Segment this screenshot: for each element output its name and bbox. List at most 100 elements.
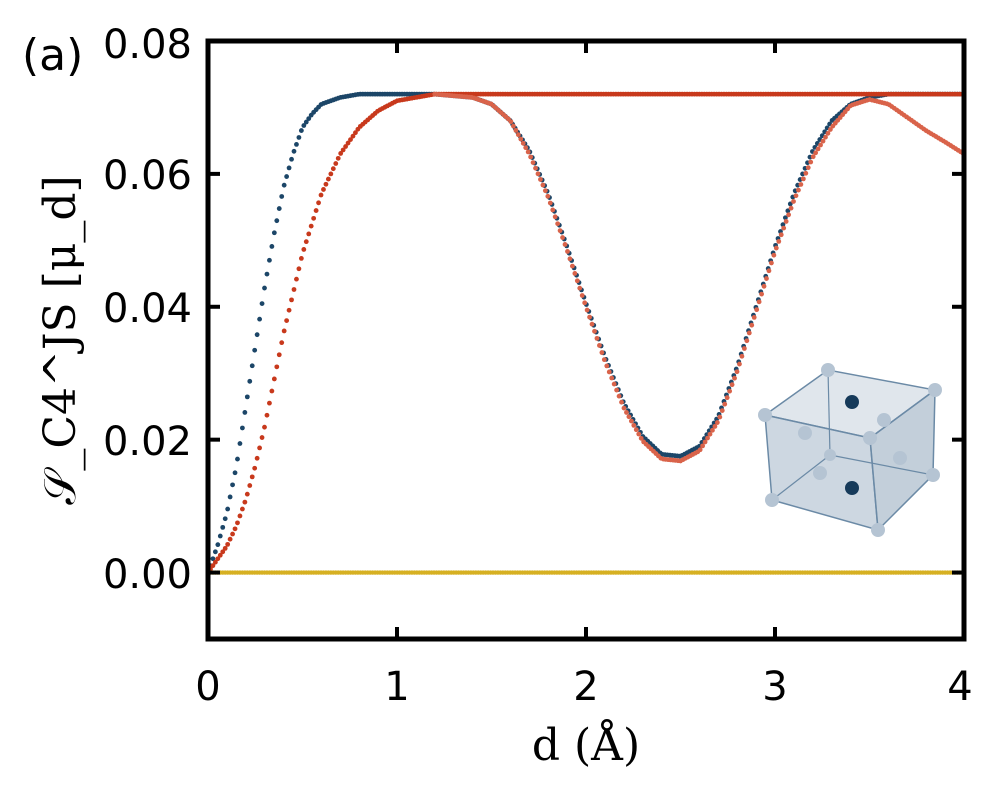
data-point (308, 223, 314, 229)
data-point (276, 206, 282, 211)
data-point (604, 363, 610, 369)
data-point (579, 293, 585, 298)
series-red (205, 91, 965, 575)
data-point (626, 414, 632, 420)
data-point (606, 369, 612, 375)
data-point (786, 212, 792, 218)
data-point (343, 144, 348, 149)
data-point (303, 119, 309, 125)
data-point (528, 154, 534, 160)
data-point (212, 559, 218, 565)
data-point (220, 524, 226, 530)
data-point (303, 239, 309, 245)
data-point (803, 170, 809, 176)
data-point (589, 321, 595, 327)
data-point (823, 134, 828, 140)
data-point (761, 283, 767, 289)
data-point (574, 278, 580, 284)
data-point (764, 276, 769, 281)
data-point (313, 208, 319, 213)
x-tick-label: 0 (195, 664, 220, 710)
data-point (227, 536, 233, 542)
data-point (724, 395, 730, 401)
data-point (525, 149, 531, 155)
data-point (306, 116, 312, 122)
data-point (338, 151, 344, 156)
data-point (714, 420, 720, 425)
data-point (279, 194, 285, 199)
data-point (705, 435, 710, 441)
data-point (222, 545, 228, 551)
data-point (249, 363, 255, 369)
data-point (227, 494, 233, 500)
data-point (220, 549, 226, 555)
data-point (240, 425, 245, 431)
data-point (520, 140, 526, 146)
data-point (240, 506, 245, 512)
data-point (269, 244, 275, 249)
data-point (776, 239, 782, 244)
data-point (325, 176, 331, 182)
data-point (254, 332, 260, 338)
data-point (592, 328, 597, 334)
data-point (813, 150, 819, 156)
data-point (294, 276, 299, 282)
data-point (244, 491, 250, 497)
data-point (567, 256, 573, 262)
data-point (242, 410, 248, 415)
data-point (518, 136, 524, 142)
x-tick-label: 1 (384, 664, 409, 710)
data-point (217, 533, 223, 539)
y-tick-label: 0.04 (103, 286, 192, 332)
data-point (230, 482, 235, 488)
plot-frame (205, 38, 967, 642)
data-point (798, 182, 804, 187)
data-point (562, 242, 568, 247)
y-tick-label: 0.06 (103, 153, 192, 199)
data-point (508, 119, 514, 125)
data-point (269, 388, 275, 394)
data-point (572, 271, 578, 276)
data-point (298, 128, 304, 133)
data-point (294, 141, 299, 147)
data-point (815, 146, 821, 152)
data-point (702, 439, 708, 445)
data-point (737, 361, 742, 367)
x-tick-labels: 0 1 2 3 4 (195, 664, 972, 710)
data-point (771, 252, 777, 258)
data-point (545, 193, 551, 199)
data-point (276, 352, 282, 358)
data-point (296, 135, 302, 140)
data-point (323, 181, 329, 187)
data-point (235, 456, 240, 462)
data-point (235, 520, 240, 526)
data-point (348, 137, 353, 143)
data-point (330, 166, 336, 172)
data-point (631, 422, 637, 428)
data-point (739, 353, 745, 359)
data-point (793, 193, 799, 199)
data-point (712, 424, 718, 429)
data-point (257, 445, 262, 451)
data-point (577, 285, 583, 291)
series-salmon (432, 91, 966, 464)
data-point (820, 138, 826, 144)
data-point (353, 130, 358, 136)
data-point (636, 431, 642, 437)
data-point (744, 338, 750, 344)
data-point (729, 382, 735, 388)
data-point (628, 418, 634, 424)
data-point (732, 375, 737, 381)
data-point (818, 142, 823, 148)
data-point (281, 328, 287, 334)
data-point (247, 378, 253, 384)
data-point (271, 230, 277, 236)
data-point (565, 249, 570, 254)
data-point (237, 513, 243, 519)
data-point (800, 176, 806, 182)
data-point (291, 287, 297, 292)
data-point (810, 154, 816, 160)
data-point (560, 235, 565, 240)
data-point (766, 268, 772, 274)
data-point (249, 474, 255, 480)
